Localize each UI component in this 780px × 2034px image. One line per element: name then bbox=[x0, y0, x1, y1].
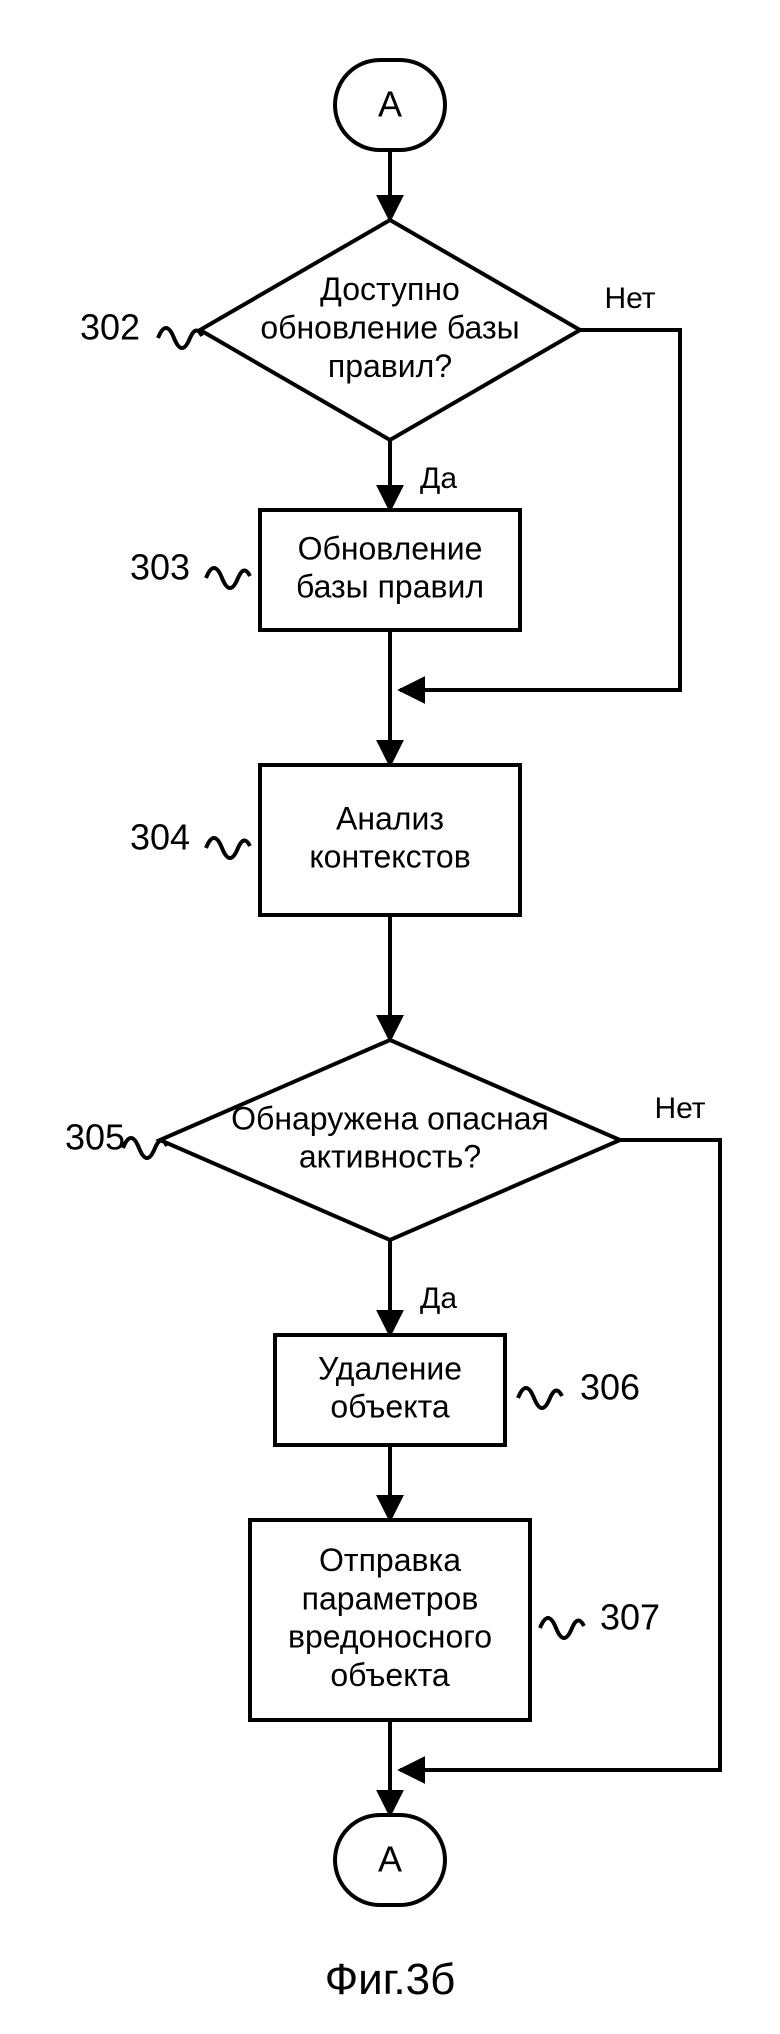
node-text-d302-1: обновление базы bbox=[260, 309, 519, 345]
node-text-p304-1: контекстов bbox=[309, 839, 470, 875]
node-text-p307-1: параметров bbox=[302, 1580, 479, 1616]
terminator-label-start: А bbox=[378, 84, 402, 125]
ref-305: 305 bbox=[65, 1117, 125, 1158]
node-text-p307-3: объекта bbox=[330, 1657, 450, 1693]
ref-307: 307 bbox=[600, 1597, 660, 1638]
ref-squiggle-306 bbox=[518, 1388, 562, 1408]
ref-302: 302 bbox=[80, 307, 140, 348]
node-text-p306-0: Удаление bbox=[318, 1350, 462, 1386]
ref-squiggle-303 bbox=[206, 568, 250, 588]
node-text-d302-0: Доступно bbox=[320, 271, 460, 307]
node-text-d305-0: Обнаружена опасная bbox=[231, 1100, 549, 1136]
node-text-p303-1: базы правил bbox=[296, 569, 484, 605]
ref-306: 306 bbox=[580, 1367, 640, 1408]
edge-label-d305-yes: Да bbox=[420, 1282, 457, 1315]
ref-303: 303 bbox=[130, 547, 190, 588]
ref-squiggle-307 bbox=[540, 1618, 584, 1638]
figure-caption: Фиг.3б bbox=[325, 1955, 456, 2004]
edge-label-d302-yes: Да bbox=[420, 462, 457, 495]
node-text-p307-0: Отправка bbox=[319, 1542, 461, 1578]
node-text-p304-0: Анализ bbox=[336, 800, 444, 836]
node-text-p303-0: Обновление bbox=[298, 530, 483, 566]
ref-squiggle-304 bbox=[206, 838, 250, 858]
node-text-d302-2: правил? bbox=[328, 348, 452, 384]
node-text-p306-1: объекта bbox=[330, 1389, 450, 1425]
node-text-d305-1: активность? bbox=[299, 1139, 481, 1175]
ref-squiggle-302 bbox=[158, 328, 202, 348]
edge-label-d302-no: Нет bbox=[604, 282, 655, 315]
terminator-label-end: А bbox=[378, 1839, 402, 1880]
edge-label-d305-no: Нет bbox=[654, 1092, 705, 1125]
flowchart: Да Нет Да Нет А Доступнообновление базыправил… bbox=[0, 0, 780, 2034]
node-text-p307-2: вредоносного bbox=[288, 1619, 492, 1655]
ref-squiggle-305 bbox=[123, 1138, 167, 1158]
ref-304: 304 bbox=[130, 817, 190, 858]
